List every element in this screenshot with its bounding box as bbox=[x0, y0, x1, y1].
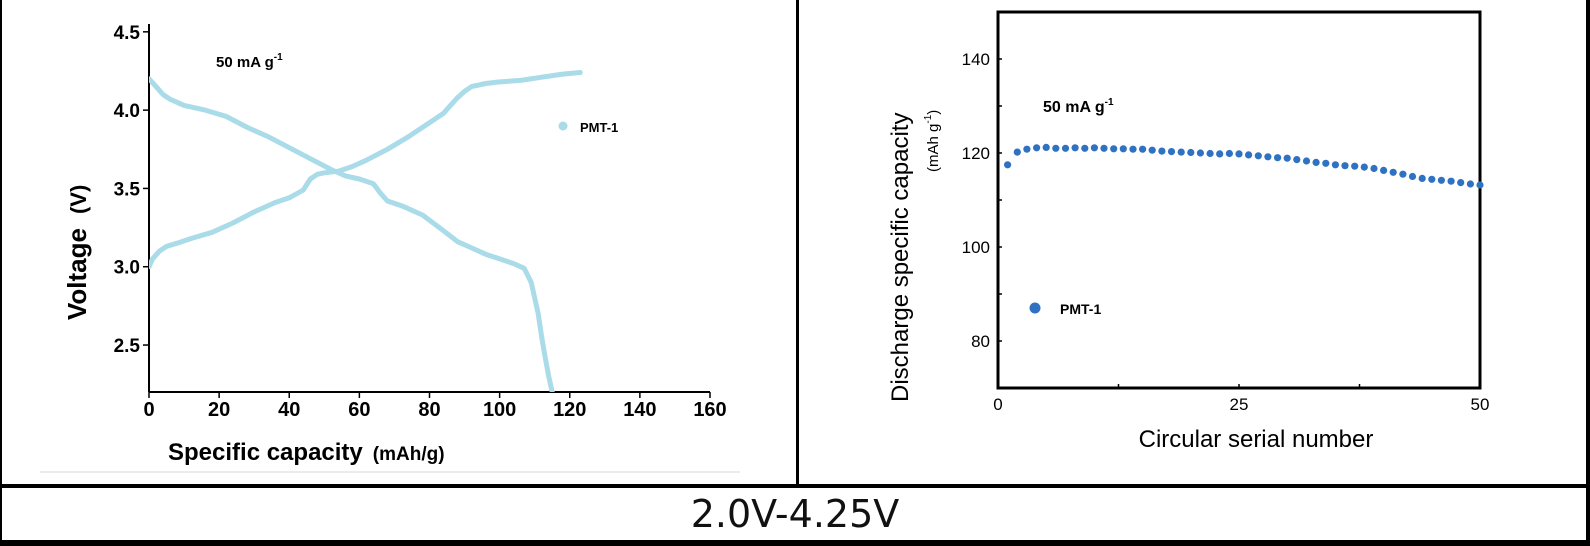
y-tick-label-left: 3.0 bbox=[114, 258, 140, 279]
data-point bbox=[1081, 144, 1089, 152]
data-point bbox=[1457, 179, 1465, 187]
data-point bbox=[1119, 145, 1127, 153]
data-point bbox=[1129, 145, 1137, 153]
data-point bbox=[1312, 158, 1320, 166]
x-tick-label-left: 80 bbox=[418, 399, 440, 421]
x-tick-label-right: 50 bbox=[1471, 395, 1490, 414]
data-point bbox=[1476, 181, 1484, 189]
data-point bbox=[1139, 145, 1147, 153]
legend-marker-right bbox=[1029, 302, 1041, 314]
voltage-chart: 0 20 40 60 80 100 120 140 160 2.5 3.0 3.5 4.0 4.5 50 … bbox=[40, 23, 740, 473]
data-point bbox=[1110, 145, 1118, 153]
frame-left-border bbox=[0, 0, 2, 546]
data-point bbox=[1293, 156, 1301, 164]
x-tick-label-right: 0 bbox=[993, 395, 1002, 414]
data-point bbox=[1061, 144, 1070, 152]
data-point bbox=[1071, 144, 1079, 152]
cycling-plot-area: 0 25 50 80 100 120 140 bbox=[962, 10, 1490, 414]
caption-divider bbox=[0, 484, 1590, 488]
data-point bbox=[1283, 154, 1291, 162]
data-point bbox=[1331, 161, 1339, 169]
data-point bbox=[1013, 148, 1021, 156]
y-tick-label-right: 120 bbox=[962, 144, 990, 163]
x-tick-label-left: 0 bbox=[143, 399, 154, 421]
data-point bbox=[1225, 149, 1233, 158]
data-point bbox=[1042, 143, 1050, 151]
x-tick-label-left: 140 bbox=[623, 399, 656, 421]
data-point bbox=[1447, 177, 1455, 185]
data-point bbox=[1023, 145, 1031, 153]
voltage-plot-area: 0 20 40 60 80 100 120 140 160 2.5 3.0 3.5 4.0 4.5 bbox=[114, 23, 727, 421]
data-point bbox=[1351, 162, 1359, 170]
data-point bbox=[1302, 157, 1311, 165]
frame-right-border bbox=[1586, 0, 1590, 546]
rate-annotation-left: 50 mA g-1 bbox=[216, 52, 283, 71]
data-point bbox=[1216, 150, 1224, 158]
y-tick-label-left: 4.5 bbox=[114, 23, 141, 44]
data-point bbox=[1033, 144, 1041, 152]
x-tick-label-right: 25 bbox=[1230, 395, 1249, 414]
data-point bbox=[1158, 147, 1166, 155]
data-point bbox=[1090, 144, 1098, 152]
data-point bbox=[1254, 152, 1262, 160]
voltage-window-caption: 2.0V-4.25V bbox=[690, 492, 900, 536]
x-axis-title-left: Specific capacity (mAh/g) bbox=[168, 439, 445, 466]
y-tick-label-right: 100 bbox=[962, 238, 990, 257]
x-tick-label-left: 20 bbox=[208, 399, 230, 421]
y-axis-unit-right: (mAh g-1) bbox=[923, 110, 942, 172]
data-point bbox=[1264, 153, 1272, 161]
legend-label-right: PMT-1 bbox=[1060, 301, 1101, 317]
data-point bbox=[1196, 149, 1204, 157]
data-point bbox=[1274, 154, 1282, 162]
legend-label-left: PMT-1 bbox=[580, 120, 618, 135]
data-point bbox=[1167, 148, 1176, 156]
y-axis-title-right: Discharge specific capacity bbox=[887, 113, 914, 402]
legend-marker-left bbox=[558, 121, 568, 131]
data-point bbox=[1380, 166, 1388, 174]
data-point bbox=[1418, 174, 1426, 182]
x-tick-label-left: 120 bbox=[553, 399, 586, 421]
data-point bbox=[1187, 148, 1195, 157]
data-point bbox=[1148, 146, 1156, 154]
rate-annotation-right: 50 mA g-1 bbox=[1043, 97, 1114, 116]
data-point bbox=[1428, 175, 1436, 183]
data-point bbox=[1370, 164, 1378, 173]
panel-divider bbox=[796, 0, 799, 486]
panel-cycling: 0 25 50 80 100 120 140 50 mA g-1 PMT-1 Circula… bbox=[799, 0, 1590, 486]
data-point bbox=[1389, 168, 1397, 176]
y-tick-label-left: 4.0 bbox=[114, 101, 140, 122]
y-tick-label-left: 2.5 bbox=[114, 336, 141, 357]
plot-border-right bbox=[996, 10, 1482, 390]
data-point bbox=[1206, 149, 1214, 158]
data-point bbox=[1100, 144, 1108, 152]
series-line-charge bbox=[149, 70, 583, 270]
series-line-discharge bbox=[149, 76, 555, 392]
x-tick-label-left: 100 bbox=[483, 399, 516, 421]
data-point bbox=[1341, 162, 1349, 170]
y-tick-label-right: 140 bbox=[962, 50, 990, 69]
frame-bottom-border bbox=[0, 540, 1590, 546]
cycling-chart: 0 25 50 80 100 120 140 50 mA g-1 PMT-1 Circula… bbox=[887, 10, 1490, 453]
data-point bbox=[1360, 163, 1368, 171]
data-point bbox=[1235, 150, 1243, 158]
x-tick-label-left: 60 bbox=[348, 399, 370, 421]
panel-voltage-profile: 0 20 40 60 80 100 120 140 160 2.5 3.0 3.5 4.0 4.5 50 … bbox=[0, 0, 799, 486]
data-point bbox=[1052, 144, 1060, 152]
data-point bbox=[1399, 170, 1407, 178]
data-point bbox=[1177, 148, 1185, 156]
data-point bbox=[1245, 151, 1253, 159]
data-point bbox=[1408, 172, 1417, 181]
data-point bbox=[1437, 176, 1445, 184]
data-point bbox=[1004, 161, 1012, 169]
x-tick-label-left: 160 bbox=[693, 399, 726, 421]
data-point bbox=[1322, 159, 1330, 167]
data-point bbox=[1466, 180, 1474, 188]
x-axis-title-right: Circular serial number bbox=[1139, 426, 1374, 453]
y-tick-label-right: 80 bbox=[971, 332, 990, 351]
x-tick-label-left: 40 bbox=[278, 399, 300, 421]
y-axis-title-left: Voltage(V) bbox=[62, 185, 92, 320]
y-tick-label-left: 3.5 bbox=[114, 179, 141, 200]
